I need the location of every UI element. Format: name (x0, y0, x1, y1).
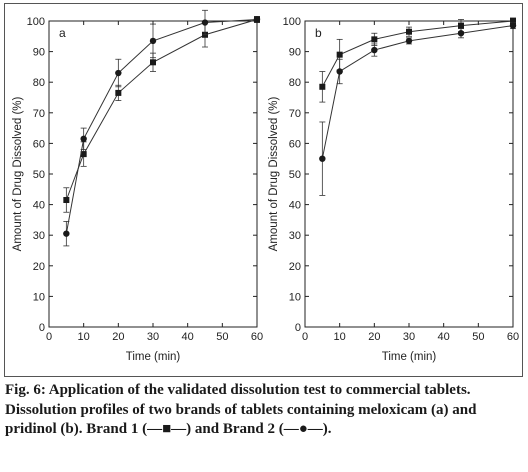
circle-marker (405, 37, 413, 45)
square-marker (115, 89, 122, 96)
circle-marker (319, 155, 326, 162)
y-axis-label: Amount of Drug Dissolved (%) (12, 96, 24, 251)
y-tick-label: 90 (33, 47, 45, 59)
circle-marker (115, 69, 122, 77)
series-line (321, 20, 514, 88)
plot-area-frame (304, 20, 514, 328)
y-tick-label: 70 (33, 108, 45, 120)
circle-marker (371, 46, 378, 54)
square-marker (80, 151, 87, 158)
square-marker (63, 197, 70, 204)
circle-marker (201, 19, 209, 26)
x-axis-label: Time (min) (382, 351, 437, 363)
square-marker (150, 59, 156, 66)
y-tick-label: 100 (27, 16, 45, 28)
panel-label: a (59, 26, 66, 40)
figure-caption: Fig. 6: Application of the validated dis… (5, 381, 525, 440)
y-tick-label: 10 (33, 291, 45, 303)
x-tick-label: 0 (46, 331, 52, 343)
square-marker (319, 83, 326, 90)
circle-marker (336, 68, 343, 75)
y-tick-label: 50 (33, 169, 45, 181)
y-tick-label: 60 (289, 138, 301, 150)
y-tick-label: 0 (295, 322, 301, 334)
y-tick-label: 40 (289, 200, 301, 212)
x-tick-label: 20 (112, 331, 124, 343)
x-tick-label: 60 (251, 331, 263, 343)
series-line (321, 25, 514, 159)
x-tick-label: 40 (182, 331, 194, 343)
circle-marker (149, 37, 157, 45)
caption-title: Fig. 6: Application of the validated dis… (5, 382, 471, 398)
y-tick-label: 90 (289, 47, 301, 59)
y-tick-label: 30 (33, 230, 45, 242)
x-tick-label: 10 (78, 331, 90, 343)
y-tick-label: 0 (39, 322, 45, 334)
x-tick-label: 50 (216, 331, 228, 343)
caption-body: Dissolution profiles of two brands of ta… (5, 401, 477, 438)
x-tick-label: 30 (403, 331, 415, 343)
y-tick-label: 60 (33, 138, 45, 150)
square-marker (406, 28, 412, 35)
y-tick-label: 50 (289, 169, 301, 181)
circle-marker (509, 22, 517, 29)
circle-marker (253, 16, 261, 23)
y-tick-label: 80 (33, 77, 45, 89)
x-tick-label: 40 (438, 331, 450, 343)
dissolution-plots: 0 10 20 30 40 50 600102030405060708090100Time … (12, 9, 519, 363)
y-tick-label: 10 (289, 291, 301, 303)
panel-label: b (315, 26, 322, 40)
circle-marker (80, 135, 87, 143)
square-marker (458, 22, 464, 29)
y-axis-label: Amount of Drug Dissolved (%) (268, 96, 280, 251)
circle-marker (457, 30, 465, 37)
y-tick-label: 100 (283, 16, 301, 28)
x-tick-label: 50 (472, 331, 484, 343)
figure-frame: 0 10 20 30 40 50 60 0 10 20 30 40 50 60 70 80 90 100 Time … (4, 3, 523, 377)
x-tick-label: 60 (507, 331, 519, 343)
x-tick-label: 30 (147, 331, 159, 343)
circle-marker (63, 230, 70, 237)
x-tick-label: 10 (334, 331, 346, 343)
series-line (65, 18, 258, 234)
y-tick-label: 20 (33, 261, 45, 273)
y-tick-label: 80 (289, 77, 301, 89)
y-tick-label: 70 (289, 108, 301, 120)
y-tick-label: 20 (289, 261, 301, 273)
square-marker (336, 51, 343, 58)
x-axis-label: Time (min) (126, 351, 181, 363)
y-tick-label: 40 (33, 200, 45, 212)
panel-b: 0 10 20 30 40 50 60 0 10 20 30 40 50 60 70 80 90 100 Time … (268, 16, 519, 363)
y-tick-label: 30 (289, 230, 301, 242)
x-tick-label: 20 (368, 331, 380, 343)
square-marker (371, 36, 378, 43)
x-tick-label: 0 (302, 331, 308, 343)
series-line (65, 18, 258, 201)
square-marker (510, 18, 516, 24)
panel-a: 0 10 20 30 40 50 60 0 10 20 30 40 50 60 70 80 90 100 Time … (12, 9, 263, 363)
